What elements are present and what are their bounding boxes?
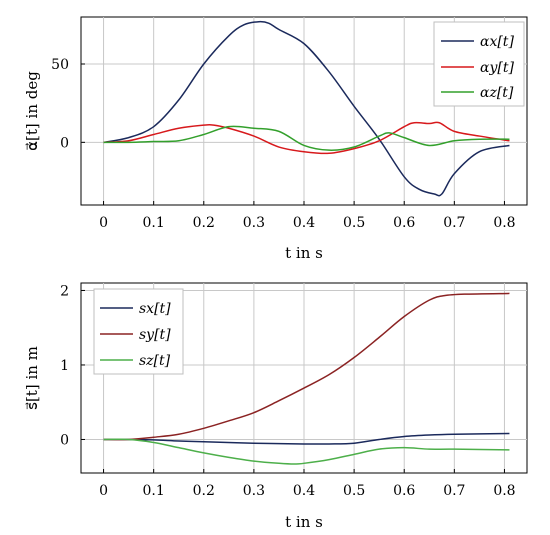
x-axis-label: t in s: [285, 513, 323, 531]
x-tick-label: 0.1: [143, 215, 165, 231]
legend: sx[t] sy[t] sz[t]: [93, 288, 184, 375]
series-line-1: [103, 20, 510, 197]
y-tick-label: 0: [60, 135, 69, 151]
series-line-2: [103, 292, 510, 441]
y-axis-label: α⃗[t] in deg: [23, 71, 41, 151]
series-line-3: [103, 438, 510, 465]
y-tick-label: 50: [51, 57, 69, 73]
legend-label-alpha-x: αx[t]: [480, 34, 514, 50]
y-tick-label: 1: [60, 358, 69, 374]
x-tick-label: 0: [99, 483, 108, 499]
x-tick-label: 0.3: [243, 215, 265, 231]
x-tick-label: 0.4: [293, 215, 315, 231]
x-axis-label: t in s: [285, 244, 323, 262]
legend-label-s-z: sz[t]: [139, 353, 171, 369]
x-tick-label: 0.6: [393, 483, 415, 499]
y-axis-label: s⃗[t] in m: [23, 346, 41, 410]
x-tick-label: 0.7: [443, 215, 465, 231]
series-line-3: [103, 125, 510, 151]
x-tick-label: 0.2: [193, 215, 215, 231]
x-tick-label: 0: [99, 215, 108, 231]
y-tick-label: 2: [60, 283, 69, 299]
x-tick-label: 0.3: [243, 483, 265, 499]
x-tick-label: 0.7: [443, 483, 465, 499]
chart-bottom: 0 0.1 0.2 0.3 0.4 0.5 0.6 0.7 0.8 0 1 2 t in s s⃗[…: [23, 282, 528, 531]
chart-top: 0 0.1 0.2 0.3 0.4 0.5 0.6 0.7 0.8 0 50 t in s α⃗[…: [23, 16, 528, 262]
legend-label-s-x: sx[t]: [139, 301, 171, 317]
x-tick-label: 0.4: [293, 483, 315, 499]
legend-label-alpha-z: αz[t]: [480, 85, 514, 101]
x-tick-label: 0.1: [143, 483, 165, 499]
legend: αx[t] αy[t] αz[t]: [433, 21, 525, 107]
x-tick-label: 0.8: [493, 483, 515, 499]
y-tick-label: 0: [60, 432, 69, 448]
series-line-2: [103, 121, 510, 155]
legend-label-alpha-y: αy[t]: [480, 60, 514, 76]
x-tick-label: 0.5: [343, 215, 365, 231]
series-line-1: [103, 432, 510, 445]
x-tick-label: 0.2: [193, 483, 215, 499]
legend-label-s-y: sy[t]: [139, 327, 171, 343]
x-tick-label: 0.8: [493, 215, 515, 231]
x-tick-label: 0.5: [343, 483, 365, 499]
x-tick-label: 0.6: [393, 215, 415, 231]
